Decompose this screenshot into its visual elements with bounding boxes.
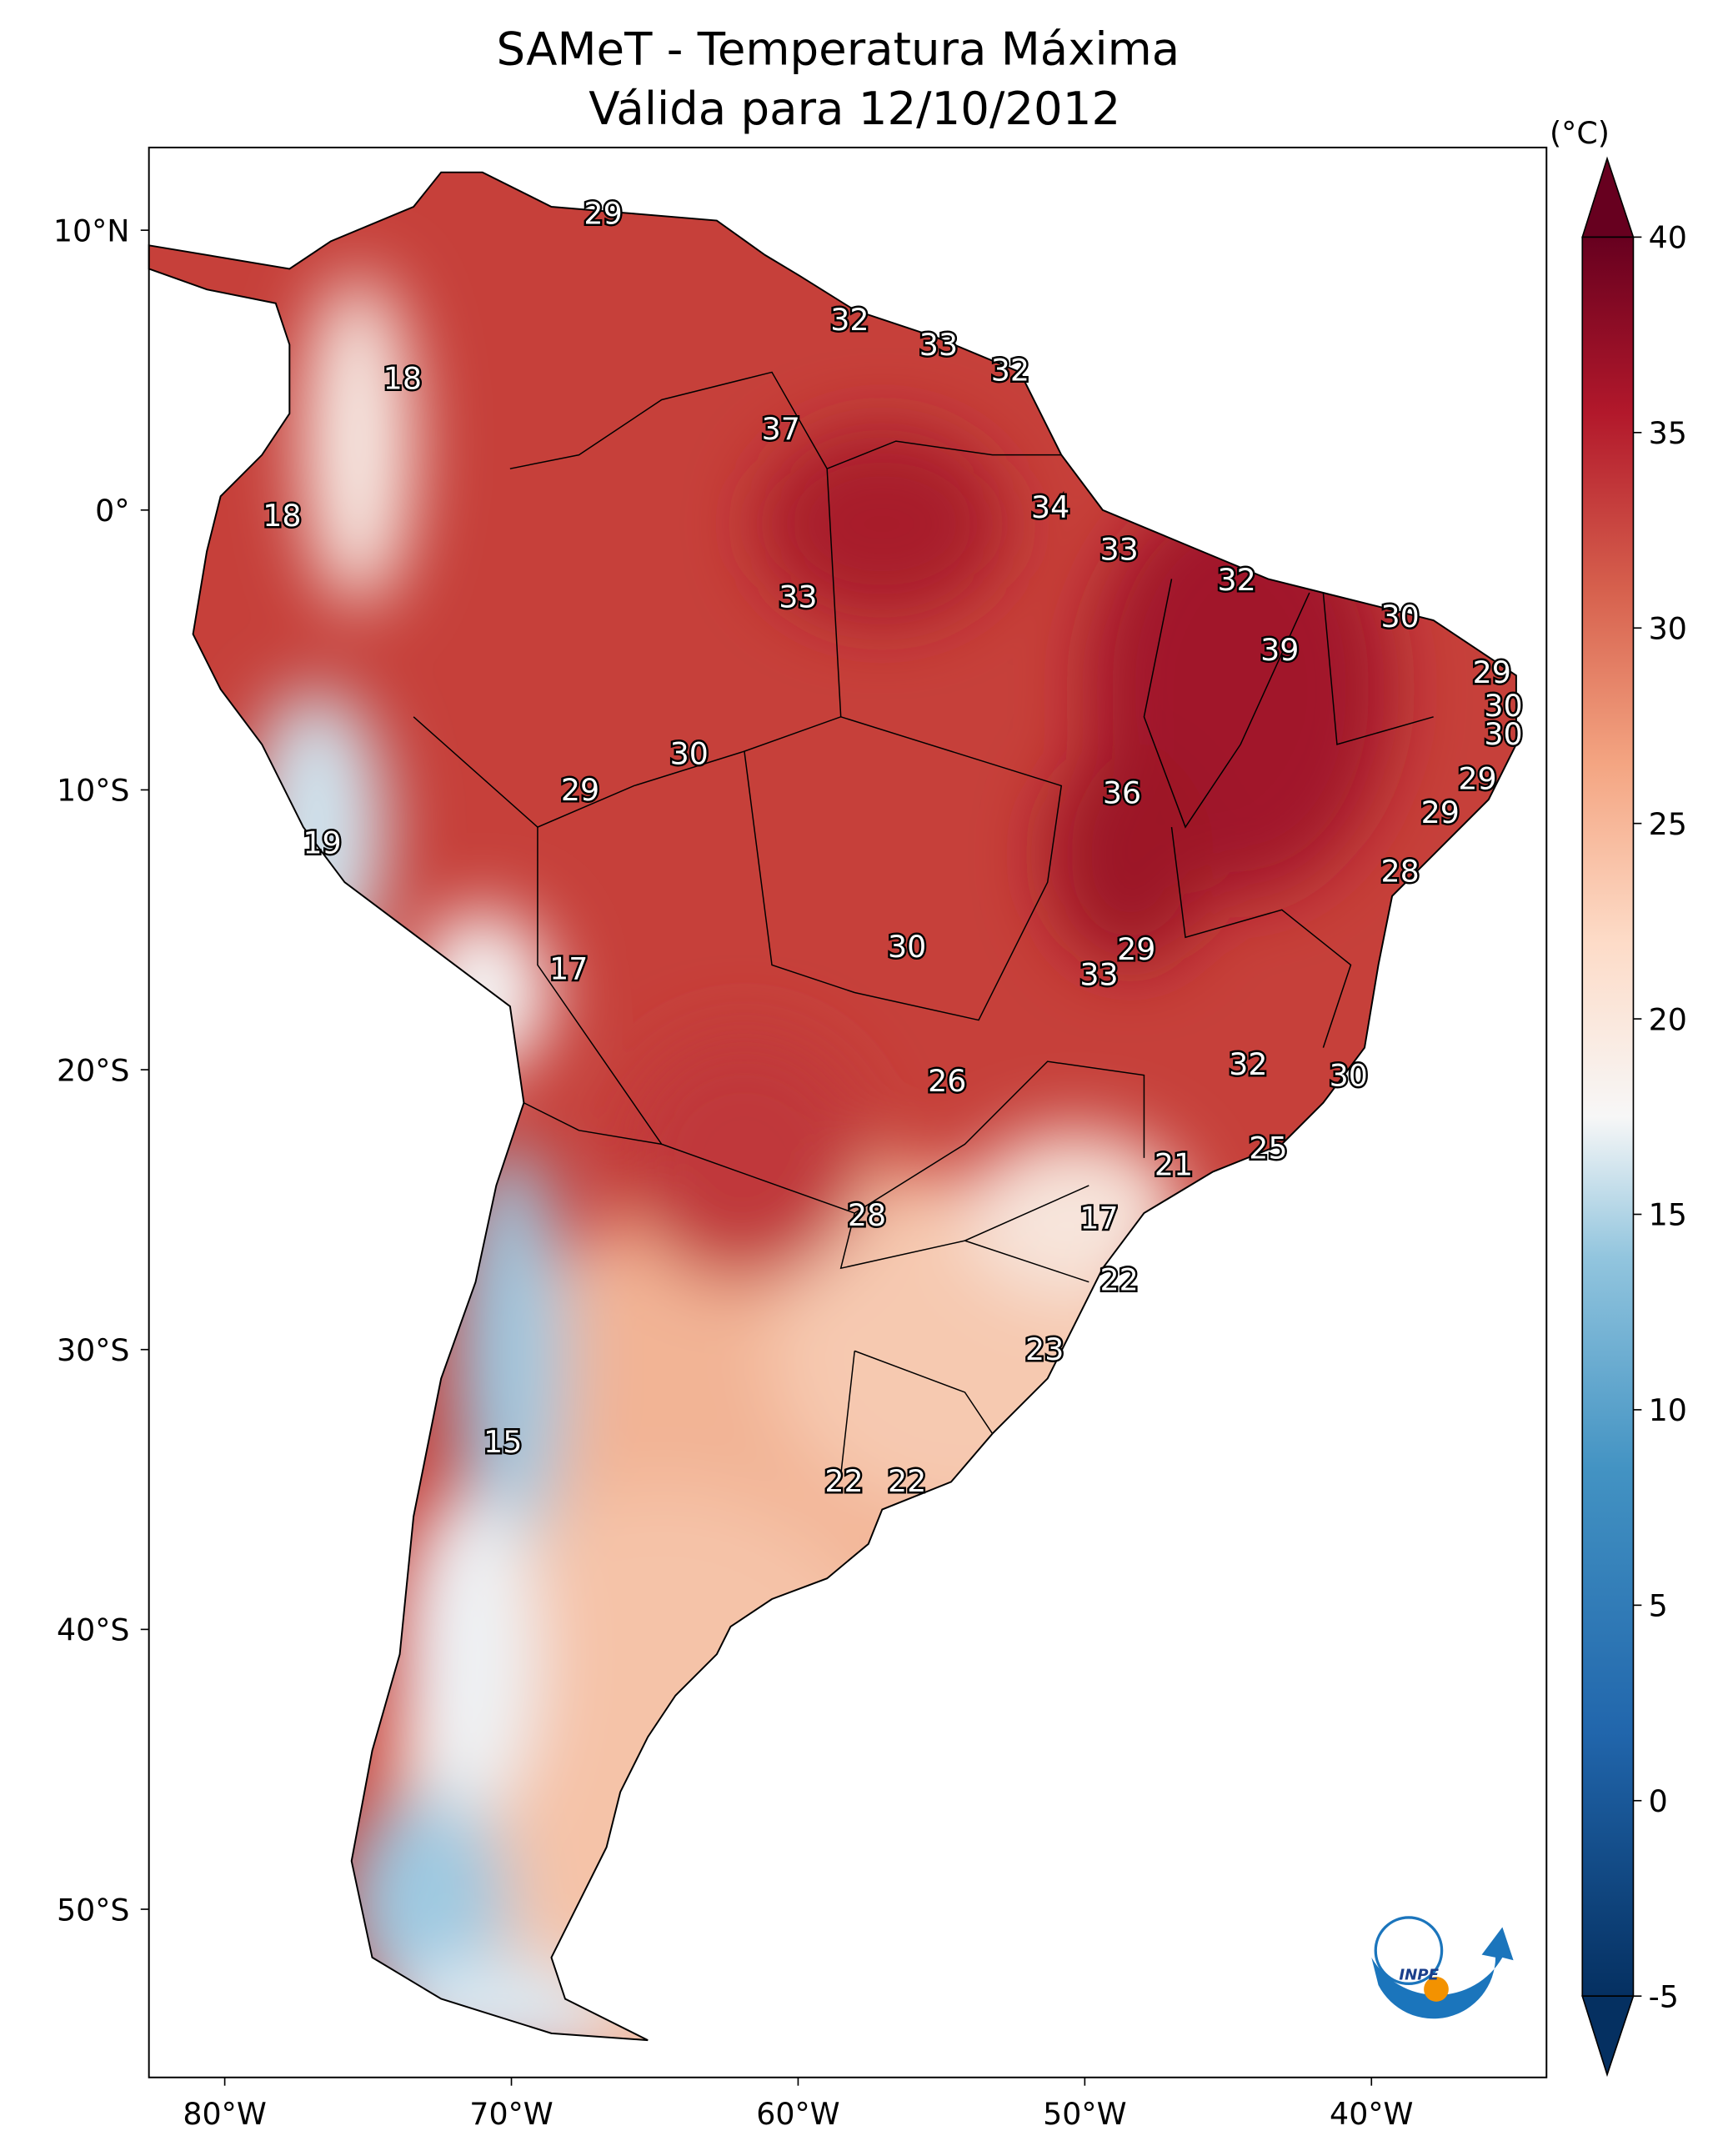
x-tick-label: 40°W bbox=[1330, 2096, 1413, 2132]
colorbar-tick-label: 30 bbox=[1649, 610, 1687, 646]
colorbar-body bbox=[1581, 236, 1635, 1998]
temperature-label: 36 bbox=[1103, 775, 1141, 810]
y-tick-label: 30°S bbox=[57, 1332, 130, 1368]
svg-text:INPE: INPE bbox=[1399, 1966, 1439, 1983]
temperature-label: 19 bbox=[303, 825, 341, 861]
temperature-label: 25 bbox=[1249, 1131, 1287, 1166]
colorbar: (°C) 40 35 30 25 20 15 10 5 0 -5 bbox=[1550, 115, 1687, 2078]
temperature-label: 30 bbox=[1330, 1057, 1368, 1093]
temperature-label: 33 bbox=[919, 327, 958, 363]
temperature-label: 22 bbox=[888, 1463, 926, 1499]
temperature-label: 21 bbox=[1155, 1147, 1193, 1183]
temperature-label: 30 bbox=[670, 735, 709, 771]
y-tick-label: 20°S bbox=[57, 1052, 130, 1088]
latitude-ticks: 10°N 0° 10°S 20°S 30°S 40°S 50°S bbox=[53, 213, 149, 1928]
temperature-label: 29 bbox=[1458, 761, 1496, 797]
temperature-label: 32 bbox=[1229, 1046, 1267, 1082]
temperature-label: 30 bbox=[888, 929, 926, 965]
temperature-label: 22 bbox=[1099, 1261, 1138, 1297]
colorbar-tick-label: 10 bbox=[1649, 1392, 1687, 1428]
temperature-label: 32 bbox=[830, 302, 869, 338]
temperature-label: 29 bbox=[1473, 654, 1511, 690]
colorbar-tick-label: 25 bbox=[1649, 806, 1687, 842]
temperature-label: 33 bbox=[1079, 956, 1118, 992]
y-tick-label: 0° bbox=[95, 493, 129, 529]
colorbar-tick-label: 5 bbox=[1649, 1588, 1668, 1624]
temperature-label: 33 bbox=[1099, 531, 1138, 567]
title-line2: Válida para 12/10/2012 bbox=[589, 82, 1120, 135]
temperature-label: 30 bbox=[1484, 716, 1522, 752]
map-frame bbox=[148, 146, 1548, 2078]
temperature-label: 22 bbox=[824, 1463, 863, 1499]
inpe-logo: INPE bbox=[1371, 1916, 1514, 2019]
temperature-field bbox=[148, 172, 1516, 2041]
colorbar-tick-label: 20 bbox=[1649, 1001, 1687, 1037]
temperature-label: 17 bbox=[1079, 1200, 1118, 1236]
x-tick-label: 50°W bbox=[1043, 2096, 1126, 2132]
temperature-label: 30 bbox=[1484, 688, 1522, 724]
temperature-label: 18 bbox=[383, 361, 422, 397]
y-tick-label: 10°S bbox=[57, 773, 130, 809]
temperature-label: 39 bbox=[1260, 632, 1299, 668]
y-tick-label: 10°N bbox=[53, 213, 130, 248]
temperature-label: 18 bbox=[263, 498, 301, 534]
colorbar-extend-min bbox=[1581, 1995, 1635, 2078]
country-borders bbox=[413, 371, 1434, 1476]
temperature-label: 26 bbox=[928, 1063, 966, 1099]
colorbar-tick-label: 35 bbox=[1649, 415, 1687, 451]
temperature-label: 29 bbox=[1117, 931, 1155, 967]
temperature-label: 37 bbox=[762, 411, 800, 447]
colorbar-tick-label: 15 bbox=[1649, 1197, 1687, 1233]
temperature-label: 28 bbox=[1381, 853, 1420, 889]
temperature-label: 29 bbox=[1421, 795, 1460, 830]
temperature-label: 32 bbox=[1217, 562, 1255, 598]
colorbar-tick-label: 0 bbox=[1649, 1783, 1668, 1819]
temperature-label: 32 bbox=[991, 352, 1029, 388]
temperature-label: 17 bbox=[549, 951, 588, 987]
temperature-label: 15 bbox=[483, 1424, 522, 1460]
temperature-label: 30 bbox=[1381, 599, 1420, 634]
temperature-label: 29 bbox=[561, 772, 599, 808]
title-line1: SAMeT - Temperatura Máxima bbox=[497, 23, 1180, 76]
y-tick-label: 50°S bbox=[57, 1892, 130, 1928]
longitude-ticks: 80°W 70°W 60°W 50°W 40°W bbox=[183, 2077, 1413, 2132]
temperature-label: 33 bbox=[779, 579, 817, 614]
x-tick-label: 80°W bbox=[183, 2096, 266, 2132]
x-tick-label: 70°W bbox=[469, 2096, 553, 2132]
colorbar-extend-max bbox=[1581, 156, 1635, 238]
temperature-label: 23 bbox=[1025, 1331, 1064, 1367]
colorbar-tick-label: -5 bbox=[1649, 1978, 1679, 2014]
temperature-label: 28 bbox=[848, 1197, 886, 1233]
temperature-label: 34 bbox=[1031, 489, 1069, 525]
colorbar-tick-label: 40 bbox=[1649, 220, 1687, 256]
x-tick-label: 60°W bbox=[756, 2096, 839, 2132]
temperature-label: 29 bbox=[584, 195, 622, 231]
y-tick-label: 40°S bbox=[57, 1612, 130, 1648]
colorbar-unit: (°C) bbox=[1550, 115, 1610, 151]
